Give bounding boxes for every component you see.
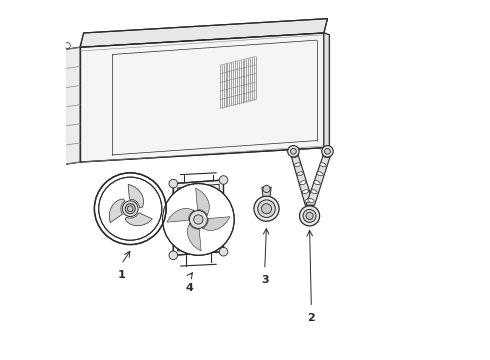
Text: 2: 2: [307, 313, 315, 323]
Ellipse shape: [297, 172, 303, 176]
Ellipse shape: [308, 199, 314, 203]
Circle shape: [190, 211, 207, 228]
Circle shape: [262, 204, 271, 214]
Circle shape: [98, 177, 162, 240]
Ellipse shape: [317, 172, 323, 176]
Circle shape: [324, 148, 330, 154]
Circle shape: [322, 145, 333, 157]
Polygon shape: [55, 47, 80, 166]
Polygon shape: [290, 151, 314, 205]
Polygon shape: [173, 180, 223, 255]
Circle shape: [163, 184, 234, 255]
Ellipse shape: [302, 190, 309, 194]
Polygon shape: [324, 33, 329, 149]
Text: 3: 3: [261, 275, 269, 285]
Circle shape: [288, 145, 299, 157]
Circle shape: [95, 173, 166, 244]
Circle shape: [303, 210, 316, 222]
Circle shape: [127, 206, 133, 212]
Circle shape: [169, 179, 177, 188]
Circle shape: [299, 206, 319, 226]
Ellipse shape: [292, 154, 298, 158]
Circle shape: [219, 247, 228, 256]
Polygon shape: [187, 223, 201, 251]
Polygon shape: [80, 33, 324, 162]
Polygon shape: [109, 199, 125, 223]
Ellipse shape: [323, 154, 329, 158]
Ellipse shape: [320, 163, 326, 167]
Circle shape: [219, 176, 228, 184]
Text: 1: 1: [118, 270, 125, 280]
Polygon shape: [306, 151, 332, 205]
Polygon shape: [80, 19, 327, 47]
Text: 4: 4: [186, 283, 194, 293]
Polygon shape: [196, 188, 209, 216]
Circle shape: [122, 201, 138, 217]
Circle shape: [65, 42, 71, 48]
Polygon shape: [167, 208, 195, 222]
Ellipse shape: [300, 181, 306, 185]
Circle shape: [258, 200, 275, 217]
Polygon shape: [125, 213, 152, 226]
Ellipse shape: [294, 163, 300, 167]
Ellipse shape: [305, 199, 311, 203]
Circle shape: [263, 185, 270, 193]
Circle shape: [291, 148, 296, 154]
Circle shape: [125, 204, 135, 214]
Ellipse shape: [314, 181, 320, 185]
Polygon shape: [128, 184, 144, 208]
Circle shape: [254, 196, 279, 221]
Ellipse shape: [311, 190, 317, 194]
Circle shape: [194, 215, 203, 224]
Circle shape: [169, 251, 177, 260]
Polygon shape: [262, 187, 271, 196]
Polygon shape: [202, 217, 230, 230]
Circle shape: [306, 212, 313, 220]
